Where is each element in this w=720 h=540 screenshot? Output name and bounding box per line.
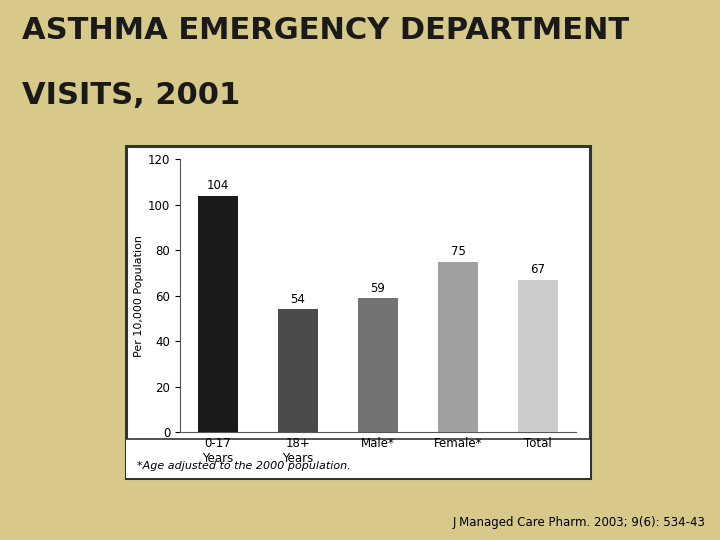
Bar bbox=[358, 298, 398, 432]
Text: 54: 54 bbox=[291, 293, 305, 306]
Text: ASTHMA EMERGENCY DEPARTMENT: ASTHMA EMERGENCY DEPARTMENT bbox=[22, 16, 629, 45]
Text: VISITS, 2001: VISITS, 2001 bbox=[22, 81, 240, 110]
Bar bbox=[198, 195, 238, 432]
Text: 75: 75 bbox=[451, 245, 465, 258]
Y-axis label: Per 10,000 Population: Per 10,000 Population bbox=[134, 235, 144, 356]
Bar bbox=[438, 261, 478, 432]
Bar bbox=[518, 280, 558, 432]
Text: 67: 67 bbox=[531, 264, 546, 276]
Text: J Managed Care Pharm. 2003; 9(6): 534-43: J Managed Care Pharm. 2003; 9(6): 534-43 bbox=[453, 516, 706, 529]
Text: 104: 104 bbox=[207, 179, 229, 192]
Bar bbox=[278, 309, 318, 432]
Text: 59: 59 bbox=[371, 281, 385, 294]
Text: *Age adjusted to the 2000 population.: *Age adjusted to the 2000 population. bbox=[137, 461, 351, 471]
